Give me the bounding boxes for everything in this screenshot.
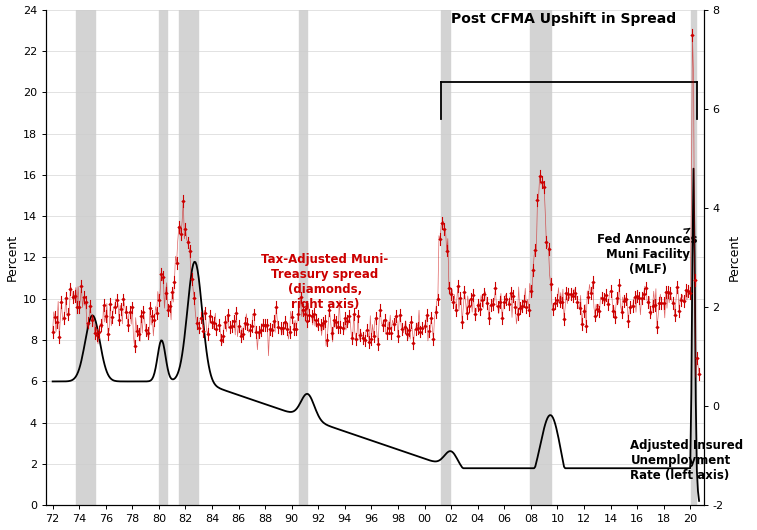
Bar bbox=[179, 10, 198, 506]
Y-axis label: Percent: Percent bbox=[5, 234, 19, 281]
Bar bbox=[691, 10, 696, 506]
Text: Fed Announces
Muni Facility
(MLF): Fed Announces Muni Facility (MLF) bbox=[597, 228, 698, 276]
Bar bbox=[441, 10, 450, 506]
Text: Post CFMA Upshift in Spread: Post CFMA Upshift in Spread bbox=[451, 12, 677, 26]
Bar bbox=[76, 10, 95, 506]
Y-axis label: Percent: Percent bbox=[727, 234, 741, 281]
Bar bbox=[530, 10, 551, 506]
Bar bbox=[159, 10, 167, 506]
Text: Adjusted Insured
Unemployment
Rate (left axis): Adjusted Insured Unemployment Rate (left… bbox=[631, 439, 743, 482]
Bar bbox=[300, 10, 307, 506]
Text: Tax-Adjusted Muni-
Treasury spread
(diamonds,
right axis): Tax-Adjusted Muni- Treasury spread (diam… bbox=[261, 253, 388, 311]
